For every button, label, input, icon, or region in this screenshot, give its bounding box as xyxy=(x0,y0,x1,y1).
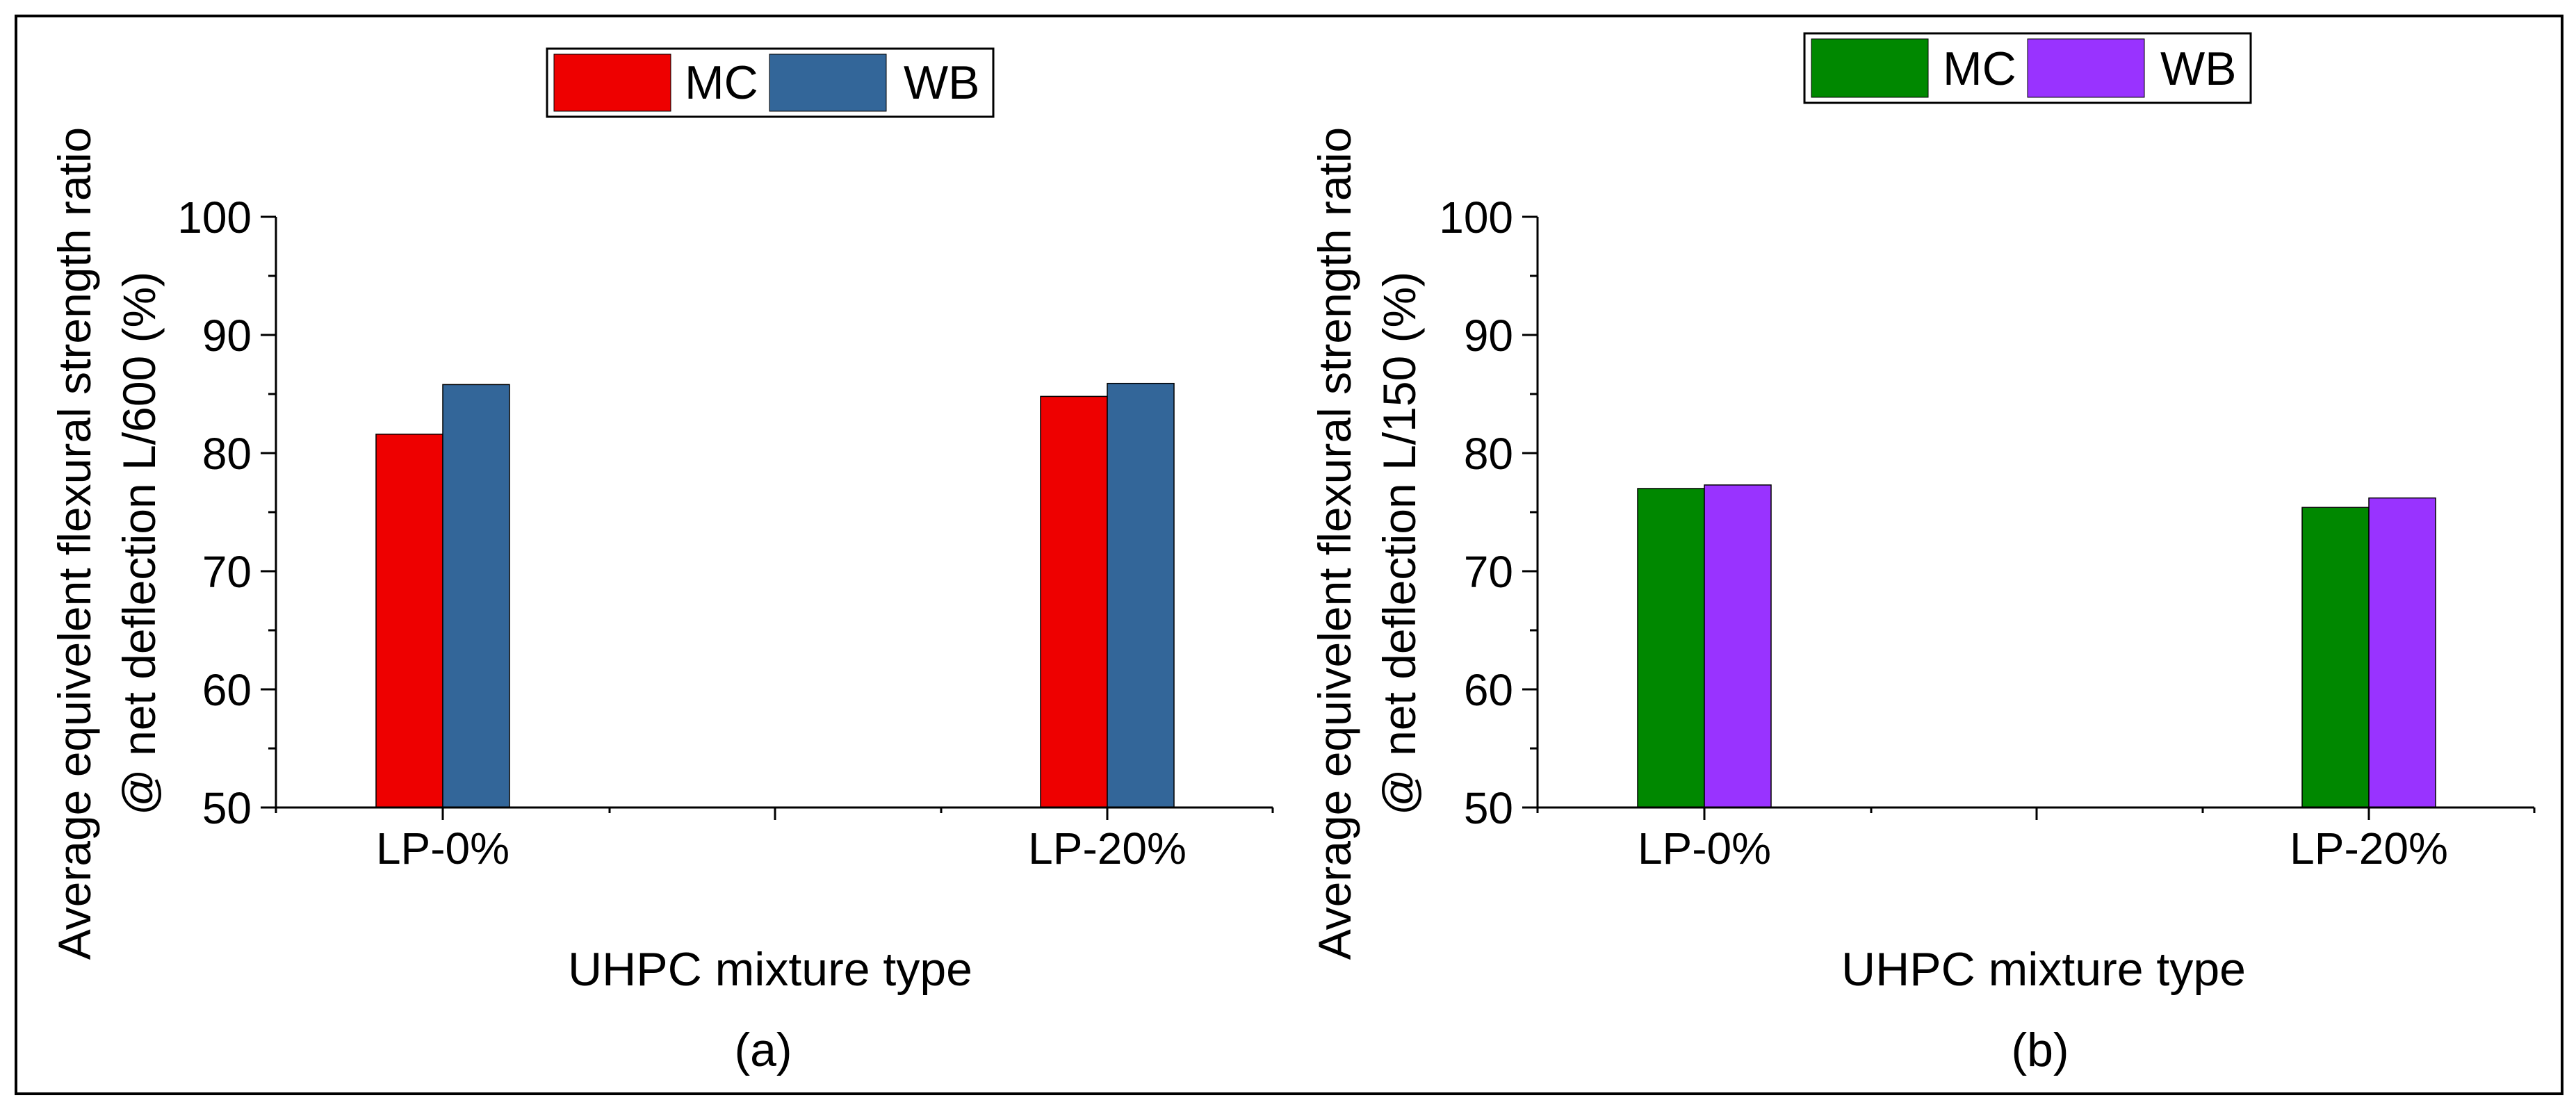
x-tick-label-lp-0: LP-0% xyxy=(376,823,510,874)
panel-a-y-tick-labels: 50 60 70 80 90 100 xyxy=(177,192,252,833)
x-tick-label-lp-20: LP-20% xyxy=(1028,823,1187,874)
y-axis-title-line-1: Average equivelent flexural strength rat… xyxy=(1309,127,1360,960)
y-tick-label-100: 100 xyxy=(1439,192,1513,243)
panel-b-y-axis-title: Average equivelent flexural strength rat… xyxy=(1309,127,1425,960)
panel-a-bars xyxy=(375,382,1175,808)
bar-mc-lp-20 xyxy=(1040,395,1108,808)
panel-label-b: (b) xyxy=(2011,1024,2069,1076)
panel-b-x-ticks xyxy=(1536,807,2536,820)
y-tick-label-70: 70 xyxy=(202,547,252,597)
y-axis-title-line-2: @ net deflection L/150 (%) xyxy=(1373,272,1425,815)
chart-panel-a: MC WB Average equivelent flexural streng… xyxy=(49,47,1274,1076)
bar-mc-lp-0 xyxy=(1637,488,1705,808)
panel-b-y-ticks xyxy=(1522,215,1538,809)
panel-b-y-tick-labels: 50 60 70 80 90 100 xyxy=(1439,192,1513,833)
panel-b-legend: MC WB xyxy=(1803,32,2252,104)
y-tick-label-90: 90 xyxy=(1464,311,1513,361)
panel-a-x-ticks xyxy=(275,807,1274,820)
y-tick-label-80: 80 xyxy=(202,429,252,479)
panel-a-legend: MC WB xyxy=(546,47,995,118)
bar-wb-lp-0 xyxy=(442,384,510,808)
y-axis-title-line-2: @ net deflection L/600 (%) xyxy=(113,272,165,815)
bar-wb-lp-20 xyxy=(1107,382,1175,808)
y-tick-label-60: 60 xyxy=(202,665,252,715)
x-axis-title: UHPC mixture type xyxy=(1841,943,2246,996)
panel-label-a: (a) xyxy=(734,1024,792,1076)
legend-swatch-wb xyxy=(2027,38,2145,98)
y-tick-label-50: 50 xyxy=(1464,783,1513,833)
bar-wb-lp-20 xyxy=(2368,497,2436,808)
y-tick-label-100: 100 xyxy=(177,192,252,243)
legend-swatch-mc xyxy=(553,54,671,112)
y-tick-label-50: 50 xyxy=(202,783,252,833)
y-tick-label-90: 90 xyxy=(202,311,252,361)
x-tick-label-lp-20: LP-20% xyxy=(2290,823,2448,874)
bar-mc-lp-20 xyxy=(2301,507,2370,808)
panel-b-bars xyxy=(1637,484,2436,808)
legend-swatch-wb xyxy=(769,54,887,112)
x-tick-label-lp-0: LP-0% xyxy=(1638,823,1771,874)
legend-label-mc: MC xyxy=(685,56,758,109)
legend-label-wb: WB xyxy=(904,56,980,109)
chart-panel-b: MC WB Average equivelent flexural streng… xyxy=(1309,32,2536,1076)
y-tick-label-60: 60 xyxy=(1464,665,1513,715)
y-tick-label-70: 70 xyxy=(1464,547,1513,597)
y-axis-title-line-1: Average equivelent flexural strength rat… xyxy=(49,127,100,960)
bar-wb-lp-0 xyxy=(1704,484,1772,808)
panel-a-y-axis-title: Average equivelent flexural strength rat… xyxy=(49,127,165,960)
y-tick-label-80: 80 xyxy=(1464,429,1513,479)
legend-label-wb: WB xyxy=(2160,42,2237,95)
bar-mc-lp-0 xyxy=(375,434,443,808)
legend-label-mc: MC xyxy=(1943,42,2016,95)
x-axis-title: UHPC mixture type xyxy=(568,943,972,996)
legend-swatch-mc xyxy=(1811,38,1929,98)
panel-a-y-ticks xyxy=(261,215,276,809)
